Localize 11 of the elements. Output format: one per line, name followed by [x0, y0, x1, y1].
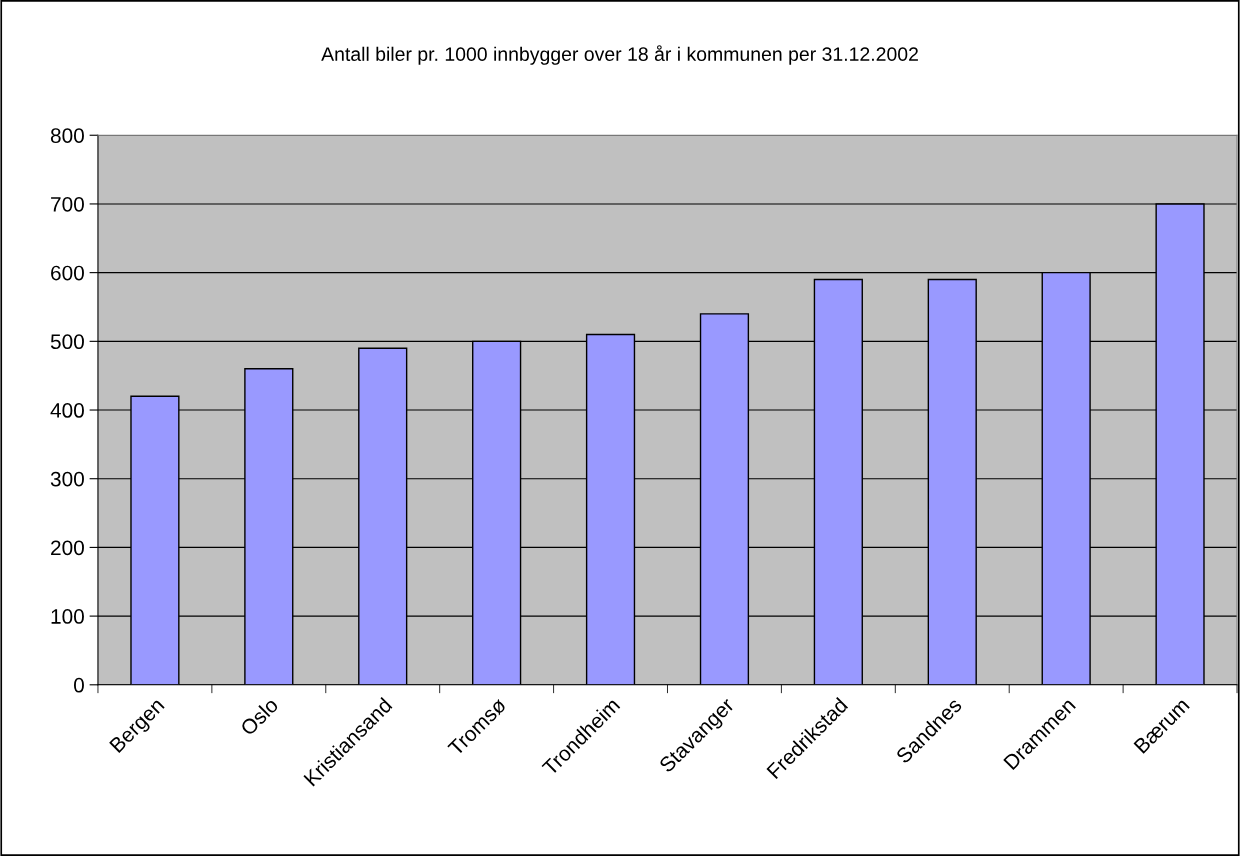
y-tick-label: 0 [73, 677, 84, 693]
y-tick-label: 500 [50, 334, 84, 350]
y-tick-label: 200 [51, 540, 84, 556]
y-tick-label: 600 [51, 265, 84, 281]
y-tick-label: 400 [50, 403, 84, 418]
y-tick-label: 100 [51, 609, 84, 624]
y-tick-label: 700 [51, 196, 84, 212]
chart-title: Antall biler pr. 1000 innbygger over 18 år i kommunen per 31.12.2002 [321, 45, 918, 65]
y-tick-label: 300 [50, 471, 84, 487]
y-tick-label: 800 [50, 128, 84, 143]
x-tick-label: Oslo [239, 696, 280, 737]
